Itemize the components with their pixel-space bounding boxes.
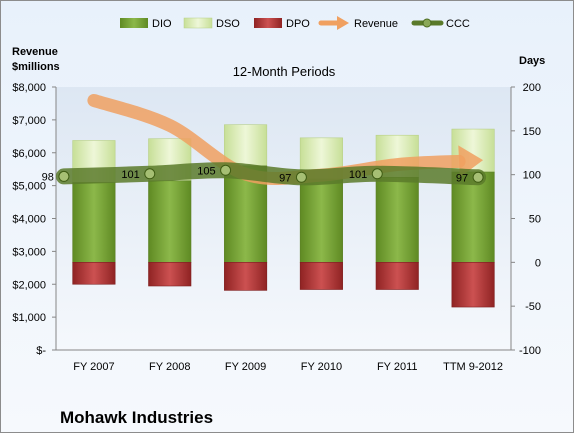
right-axis-tick-label: -100	[519, 345, 541, 357]
dio-bar	[375, 176, 419, 263]
footer-title: Mohawk Industries	[60, 408, 213, 427]
left-axis-tick-label: $3,000	[12, 246, 46, 258]
legend: DIO DSO DPO Revenue CCC	[120, 16, 470, 30]
legend-label-dpo: DPO	[286, 18, 310, 30]
left-axis-tick-label: $2,000	[12, 279, 46, 291]
dpo-bar	[148, 262, 192, 287]
right-axis-tick-label: 50	[529, 214, 541, 226]
right-axis-tick-label: 150	[523, 126, 541, 138]
ccc-data-label: 101	[121, 169, 139, 181]
ccc-data-label: 97	[279, 172, 291, 184]
line-series: 98 101 105 97 101 97	[42, 93, 487, 186]
left-axis-tick-label: $8,000	[12, 82, 46, 94]
dpo-bar	[224, 262, 268, 291]
left-axis-tick-label: $6,000	[12, 148, 46, 160]
category-tick-label: FY 2008	[149, 361, 190, 373]
dpo-bar	[299, 262, 343, 290]
ccc-line	[55, 162, 487, 186]
dio-bar	[299, 178, 343, 263]
right-axis-tick-label: 100	[523, 170, 541, 182]
ccc-point	[220, 164, 232, 176]
right-axis-tick-label: -50	[525, 301, 541, 313]
ccc-point	[144, 168, 156, 180]
category-axis: FY 2007 FY 2008 FY 2009 FY 2010 FY 2011 TTM 9…	[73, 361, 503, 373]
right-axis: -100 -50 0 50 100 150 200	[510, 82, 541, 357]
legend-swatch-dpo	[254, 18, 282, 28]
left-axis: $- $1,000 $2,000 $3,000 $4,000 $5,000 $6,000 $7…	[12, 82, 511, 357]
ccc-data-label: 105	[197, 165, 215, 177]
ccc-data-label: 97	[456, 172, 468, 184]
legend-swatch-revenue	[318, 16, 349, 30]
dpo-bar	[72, 262, 116, 285]
chart-title: 12-Month Periods	[233, 64, 336, 79]
category-tick-label: TTM 9-2012	[443, 361, 503, 373]
category-tick-label: FY 2011	[377, 361, 418, 373]
dpo-bar	[375, 262, 419, 290]
bar-series	[72, 124, 495, 308]
left-axis-label-line1: Revenue	[12, 46, 58, 58]
legend-label-ccc: CCC	[446, 18, 470, 30]
legend-label-revenue: Revenue	[354, 18, 398, 30]
ccc-data-label: 98	[42, 171, 54, 183]
ccc-point	[295, 171, 307, 183]
left-axis-tick-label: $5,000	[12, 181, 46, 193]
left-axis-tick-label: $4,000	[12, 214, 46, 226]
legend-swatch-dso	[183, 17, 213, 29]
category-tick-label: FY 2009	[225, 361, 266, 373]
legend-label-dio: DIO	[152, 18, 172, 30]
left-axis-label-line2: $millions	[12, 61, 60, 73]
ccc-data-label: 101	[349, 169, 367, 181]
dio-bar	[451, 171, 495, 263]
plot-area	[56, 87, 511, 350]
category-tick-label: FY 2007	[73, 361, 114, 373]
ccc-point	[472, 171, 484, 183]
legend-swatch-ccc	[411, 18, 444, 28]
ccc-point	[371, 168, 383, 180]
dso-bar	[224, 124, 268, 167]
right-axis-tick-label: 200	[523, 82, 541, 94]
dpo-bar	[451, 262, 495, 308]
right-axis-label: Days	[519, 55, 545, 67]
left-axis-tick-label: $-	[36, 345, 46, 357]
left-axis-tick-label: $7,000	[12, 115, 46, 127]
legend-swatch-dio	[120, 18, 148, 28]
ccc-point	[58, 170, 70, 182]
left-axis-tick-label: $1,000	[12, 312, 46, 324]
dio-bar	[148, 180, 192, 263]
legend-label-dso: DSO	[216, 18, 240, 30]
category-tick-label: FY 2010	[301, 361, 342, 373]
right-axis-tick-label: 0	[535, 257, 541, 269]
dio-bar	[72, 182, 116, 263]
